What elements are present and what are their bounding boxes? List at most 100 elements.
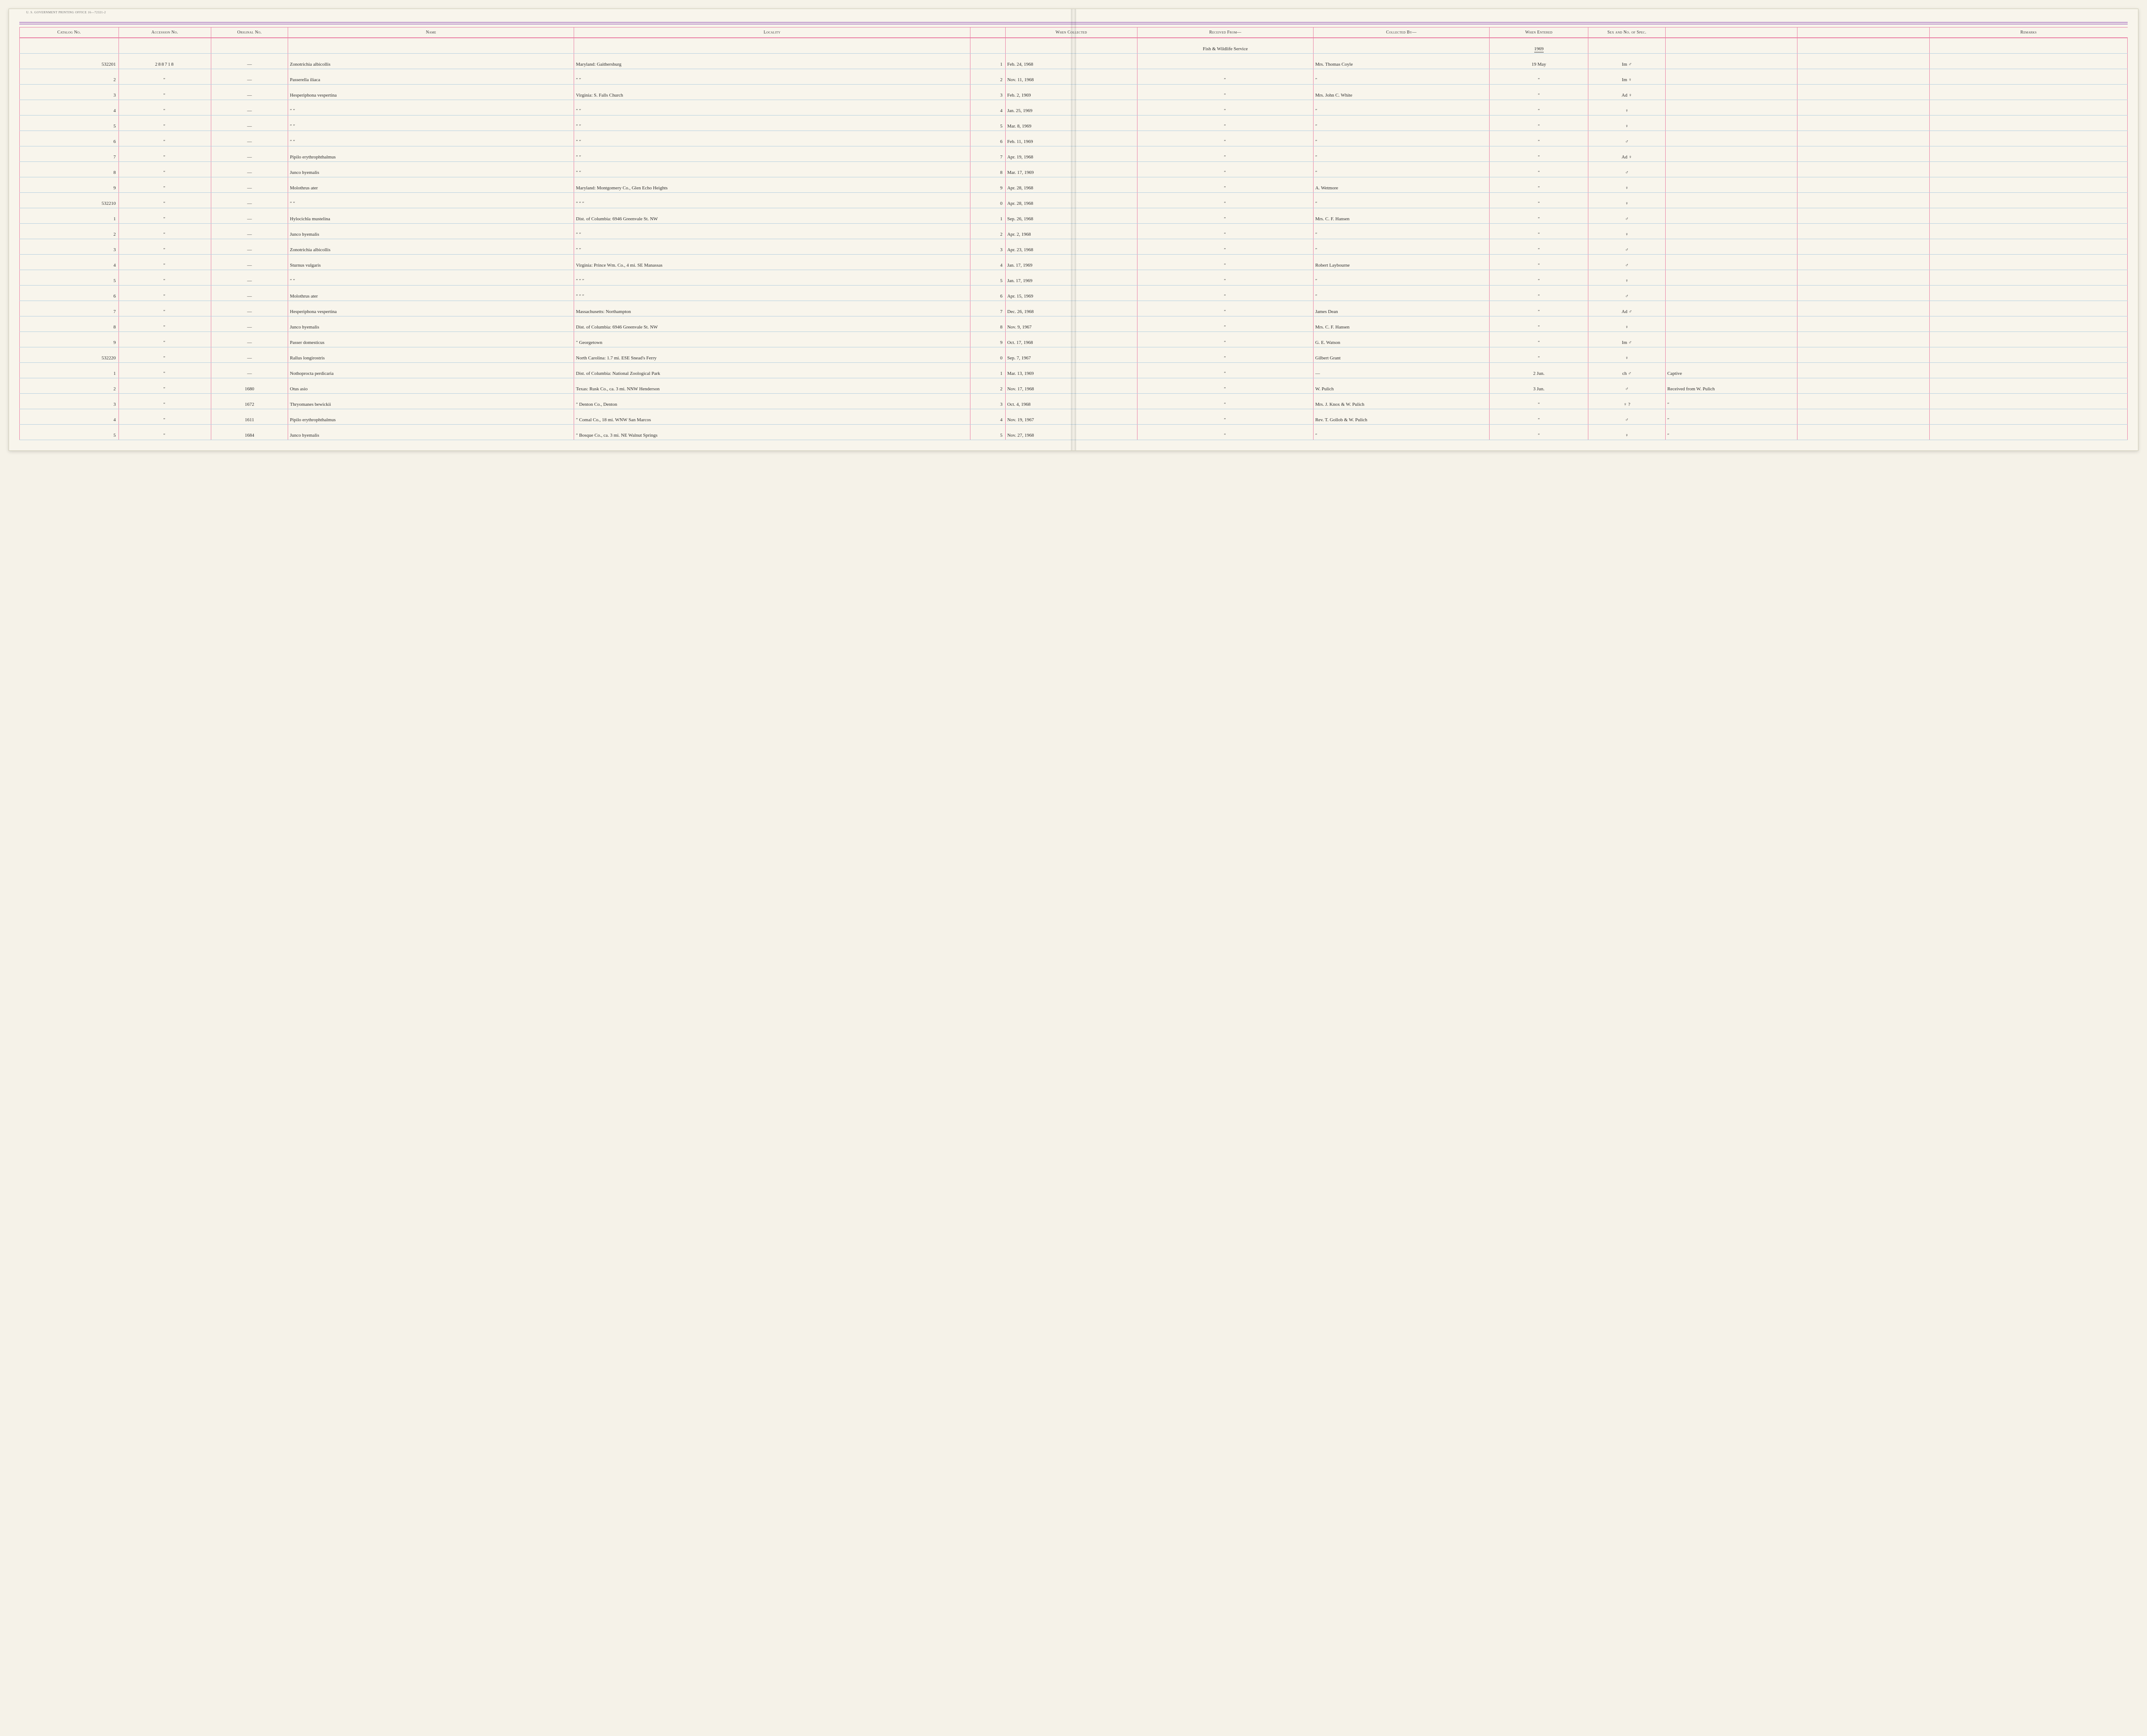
cell-original: 1684 [211, 424, 288, 440]
cell-remarks [1929, 69, 2127, 84]
cell-when-entered: ″ [1489, 131, 1588, 146]
cell-sex: Ad ♂ [1588, 301, 1665, 316]
cell-accession: ″ [119, 285, 211, 301]
cell-sex: Im ♀ [1588, 69, 1665, 84]
cell-name: Molothrus ater [288, 177, 574, 192]
cell-locality: Massachusetts: Northampton [574, 301, 970, 316]
cell-blank2 [1797, 177, 1929, 192]
table-row: 3″1672Thryomanes bewickii″ Denton Co., D… [20, 393, 2128, 409]
cell-collected-by: ″ [1313, 115, 1489, 131]
cell-received-from: ″ [1137, 161, 1314, 177]
cell-blank1 [1665, 161, 1797, 177]
cell-sex: ♀ [1588, 100, 1665, 115]
cell-original: — [211, 347, 288, 362]
cell-when-entered: 3 Jun. [1489, 378, 1588, 393]
cell-collected-by: Mrs. John C. White [1313, 84, 1489, 100]
cell-rownum: 4 [970, 100, 1005, 115]
cell-original: — [211, 362, 288, 378]
cell-remarks [1929, 161, 2127, 177]
cell-collected-by: Robert Laybourne [1313, 254, 1489, 270]
cell-collected-by: A. Wetmore [1313, 177, 1489, 192]
cell-received-from: ″ [1137, 146, 1314, 161]
cell-blank1 [1665, 115, 1797, 131]
cell-locality: Virginia: S. Falls Church [574, 84, 970, 100]
cell-collected-by: ″ [1313, 285, 1489, 301]
cell-name [288, 38, 574, 53]
cell-accession: ″ [119, 192, 211, 208]
cell-blank1 [1665, 53, 1797, 69]
cell-accession: ″ [119, 393, 211, 409]
cell-remarks [1929, 393, 2127, 409]
cell-name: Junco hyemalis [288, 161, 574, 177]
cell-original: 1672 [211, 393, 288, 409]
table-row: 4″1611Pipilo erythrophthalmus″ Comal Co.… [20, 409, 2128, 424]
cell-blank2 [1797, 409, 1929, 424]
cell-when-entered: ″ [1489, 100, 1588, 115]
cell-catalog: 5 [20, 115, 119, 131]
cell-blank1: Captive [1665, 362, 1797, 378]
cell-catalog: 2 [20, 69, 119, 84]
cell-name: ″ ″ [288, 100, 574, 115]
cell-sex: ♂ [1588, 409, 1665, 424]
cell-when-collected: Feb. 24, 1968 [1005, 53, 1137, 69]
cell-when-collected: Apr. 28, 1968 [1005, 177, 1137, 192]
cell-accession: ″ [119, 270, 211, 285]
cell-accession: ″ [119, 409, 211, 424]
cell-name: ″ ″ [288, 192, 574, 208]
cell-rownum: 4 [970, 254, 1005, 270]
cell-catalog: 4 [20, 409, 119, 424]
cell-original: — [211, 223, 288, 239]
cell-remarks [1929, 177, 2127, 192]
cell-rownum: 1 [970, 53, 1005, 69]
cell-remarks [1929, 53, 2127, 69]
col-sex-spec: Sex and No. of Spec. [1588, 27, 1665, 38]
cell-rownum: 7 [970, 146, 1005, 161]
table-row: 5″1684Junco hyemalis″ Bosque Co., ca. 3 … [20, 424, 2128, 440]
cell-blank2 [1797, 301, 1929, 316]
cell-sex: ♂ [1588, 208, 1665, 223]
cell-rownum: 5 [970, 270, 1005, 285]
cell-when-entered: 19 May [1489, 53, 1588, 69]
cell-name: Passerella iliaca [288, 69, 574, 84]
cell-when-entered: 2 Jun. [1489, 362, 1588, 378]
cell-blank1 [1665, 146, 1797, 161]
cell-received-from: ″ [1137, 223, 1314, 239]
printer-imprint: U. S. GOVERNMENT PRINTING OFFICE 16—7232… [26, 11, 2138, 14]
cell-when-collected: Jan. 25, 1969 [1005, 100, 1137, 115]
cell-when-entered: ″ [1489, 254, 1588, 270]
cell-blank1 [1665, 69, 1797, 84]
cell-sex: ♂ [1588, 285, 1665, 301]
cell-sex: ♂ [1588, 254, 1665, 270]
cell-original: — [211, 69, 288, 84]
cell-locality: ″ ″ [574, 223, 970, 239]
cell-accession: 288718 [119, 53, 211, 69]
table-row: 532210″—″ ″″ ″ ″0Apr. 28, 1968″″″♀ [20, 192, 2128, 208]
col-when-collected: When Collected [1005, 27, 1137, 38]
cell-collected-by: Gilbert Grant [1313, 347, 1489, 362]
cell-when-collected: Apr. 19, 1968 [1005, 146, 1137, 161]
cell-blank2 [1797, 100, 1929, 115]
col-received-from: Received From— [1137, 27, 1314, 38]
cell-when-entered: ″ [1489, 409, 1588, 424]
cell-when-collected: Mar. 17, 1969 [1005, 161, 1137, 177]
cell-collected-by: G. E. Watson [1313, 331, 1489, 347]
cell-blank1 [1665, 254, 1797, 270]
cell-name: Hesperiphona vespertina [288, 301, 574, 316]
cell-name: Passer domesticus [288, 331, 574, 347]
cell-name: Zonotrichia albicollis [288, 53, 574, 69]
cell-name: Hylocichla mustelina [288, 208, 574, 223]
cell-rownum: 5 [970, 115, 1005, 131]
cell-received-from: ″ [1137, 239, 1314, 254]
cell-when-entered: 1969 [1489, 38, 1588, 53]
cell-when-entered: ″ [1489, 223, 1588, 239]
cell-received-from: ″ [1137, 270, 1314, 285]
cell-when-collected: Nov. 11, 1968 [1005, 69, 1137, 84]
cell-when-collected: Apr. 15, 1969 [1005, 285, 1137, 301]
cell-when-collected: Nov. 27, 1968 [1005, 424, 1137, 440]
cell-blank2 [1797, 69, 1929, 84]
cell-locality: Maryland: Montgomery Co., Glen Echo Heig… [574, 177, 970, 192]
cell-catalog: 8 [20, 161, 119, 177]
header-row: Catalog No. Accession No. Original No. N… [20, 27, 2128, 38]
cell-remarks [1929, 131, 2127, 146]
cell-blank1 [1665, 223, 1797, 239]
